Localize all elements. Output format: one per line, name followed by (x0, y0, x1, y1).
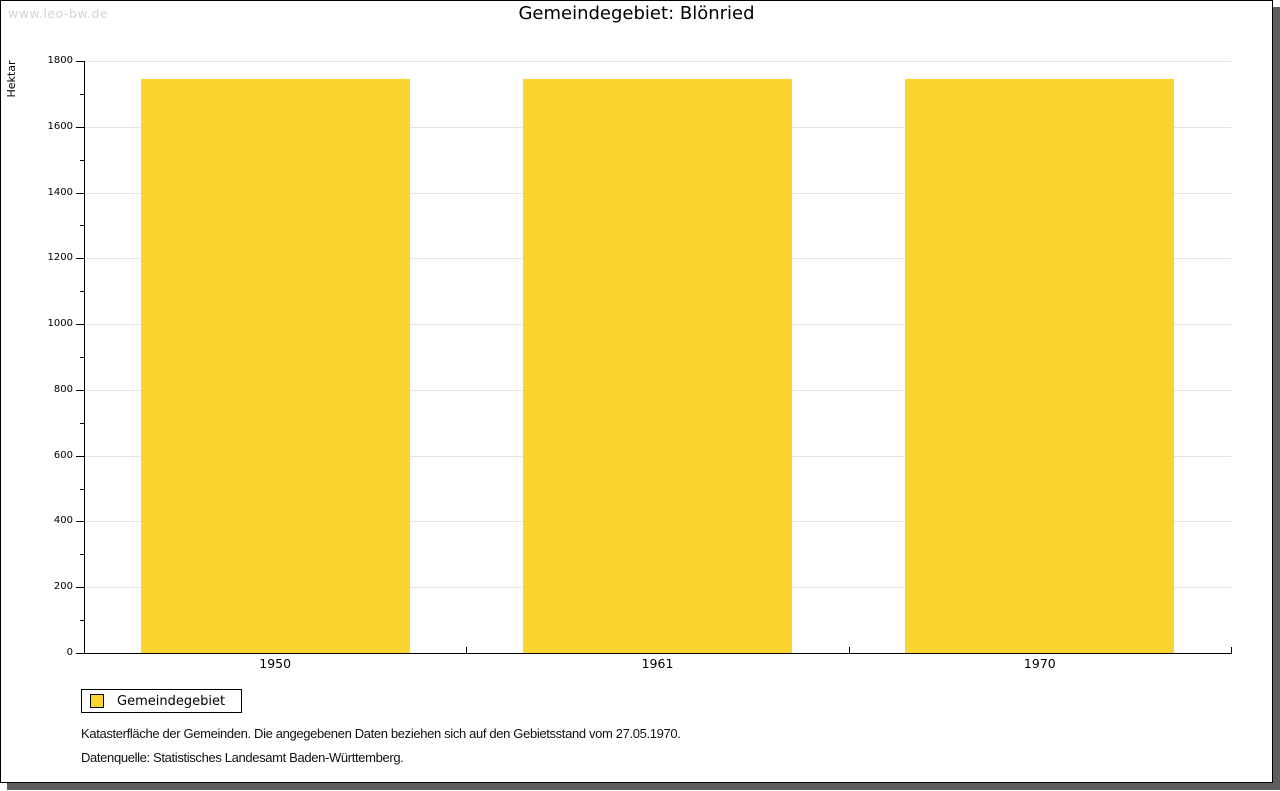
y-axis-tick (80, 357, 84, 358)
x-tick-label: 1950 (259, 656, 292, 671)
y-axis-tick (80, 225, 84, 227)
x-axis-tick (466, 647, 468, 653)
y-tick-label: 800 (53, 383, 73, 395)
y-axis-tick (76, 455, 84, 457)
y-tick-label: 200 (53, 581, 73, 593)
y-axis-tick (80, 93, 84, 95)
bar-1961 (523, 79, 792, 653)
y-axis-tick (76, 521, 84, 523)
x-tick-label: 1961 (641, 656, 674, 671)
y-axis-tick (76, 389, 84, 391)
legend: Gemeindegebiet (81, 689, 243, 713)
y-axis-tick (80, 159, 84, 161)
legend-swatch (90, 694, 104, 708)
x-axis (84, 653, 1232, 654)
y-axis-tick (76, 587, 84, 589)
y-tick-label: 600 (53, 449, 73, 461)
x-tick-label: 1970 (1023, 656, 1056, 671)
x-axis-tick (848, 647, 850, 653)
y-axis-tick (76, 258, 84, 260)
watermark: www.leo-bw.de (8, 6, 109, 21)
y-axis-tick (80, 488, 84, 490)
bar-1950 (140, 79, 410, 653)
y-tick-label: 1200 (47, 252, 73, 264)
y-axis-tick (76, 192, 84, 194)
y-axis (84, 61, 85, 653)
y-tick-label: 1400 (47, 186, 73, 198)
legend-label: Gemeindegebiet (117, 693, 226, 709)
chart-title: Gemeindegebiet: Blönried (518, 3, 755, 24)
y-tick-label: 1000 (47, 318, 73, 330)
footer-note: Katasterfläche der Gemeinden. Die angege… (81, 726, 681, 741)
y-tick-label: 400 (53, 515, 73, 527)
y-axis-tick (80, 620, 84, 622)
y-axis-tick (80, 554, 84, 556)
y-tick-label: 1800 (47, 55, 73, 66)
y-axis-tick (76, 126, 84, 128)
y-tick-label: 1600 (47, 120, 73, 132)
y-axis-tick (76, 61, 84, 62)
y-axis-tick (80, 291, 84, 293)
y-axis-tick (80, 422, 84, 424)
y-axis-tick (76, 653, 84, 654)
y-tick-label: 0 (66, 647, 73, 658)
x-axis-tick (1231, 647, 1232, 653)
gridline (84, 61, 1231, 62)
footer-source: Datenquelle: Statistisches Landesamt Bad… (81, 750, 404, 765)
bar-1970 (905, 79, 1175, 653)
y-axis-tick (76, 324, 84, 326)
